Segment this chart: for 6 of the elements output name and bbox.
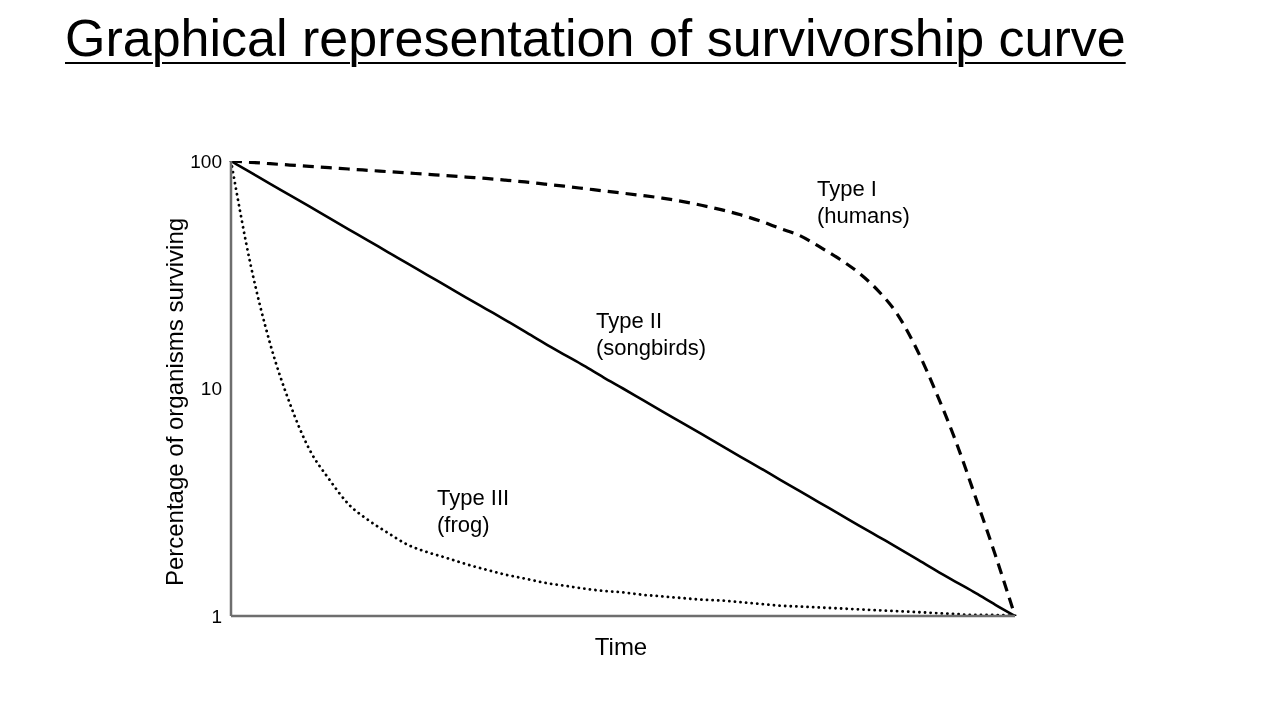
y-tick-label: 100 [190,150,222,172]
y-axis-title: Percentage of organisms surviving [161,217,189,587]
x-axis-title: Time [594,633,648,661]
chart-title: Graphical representation of survivorship curve [65,8,1126,68]
y-tick-label: 10 [200,378,222,400]
y-tick-label: 1 [211,605,222,627]
